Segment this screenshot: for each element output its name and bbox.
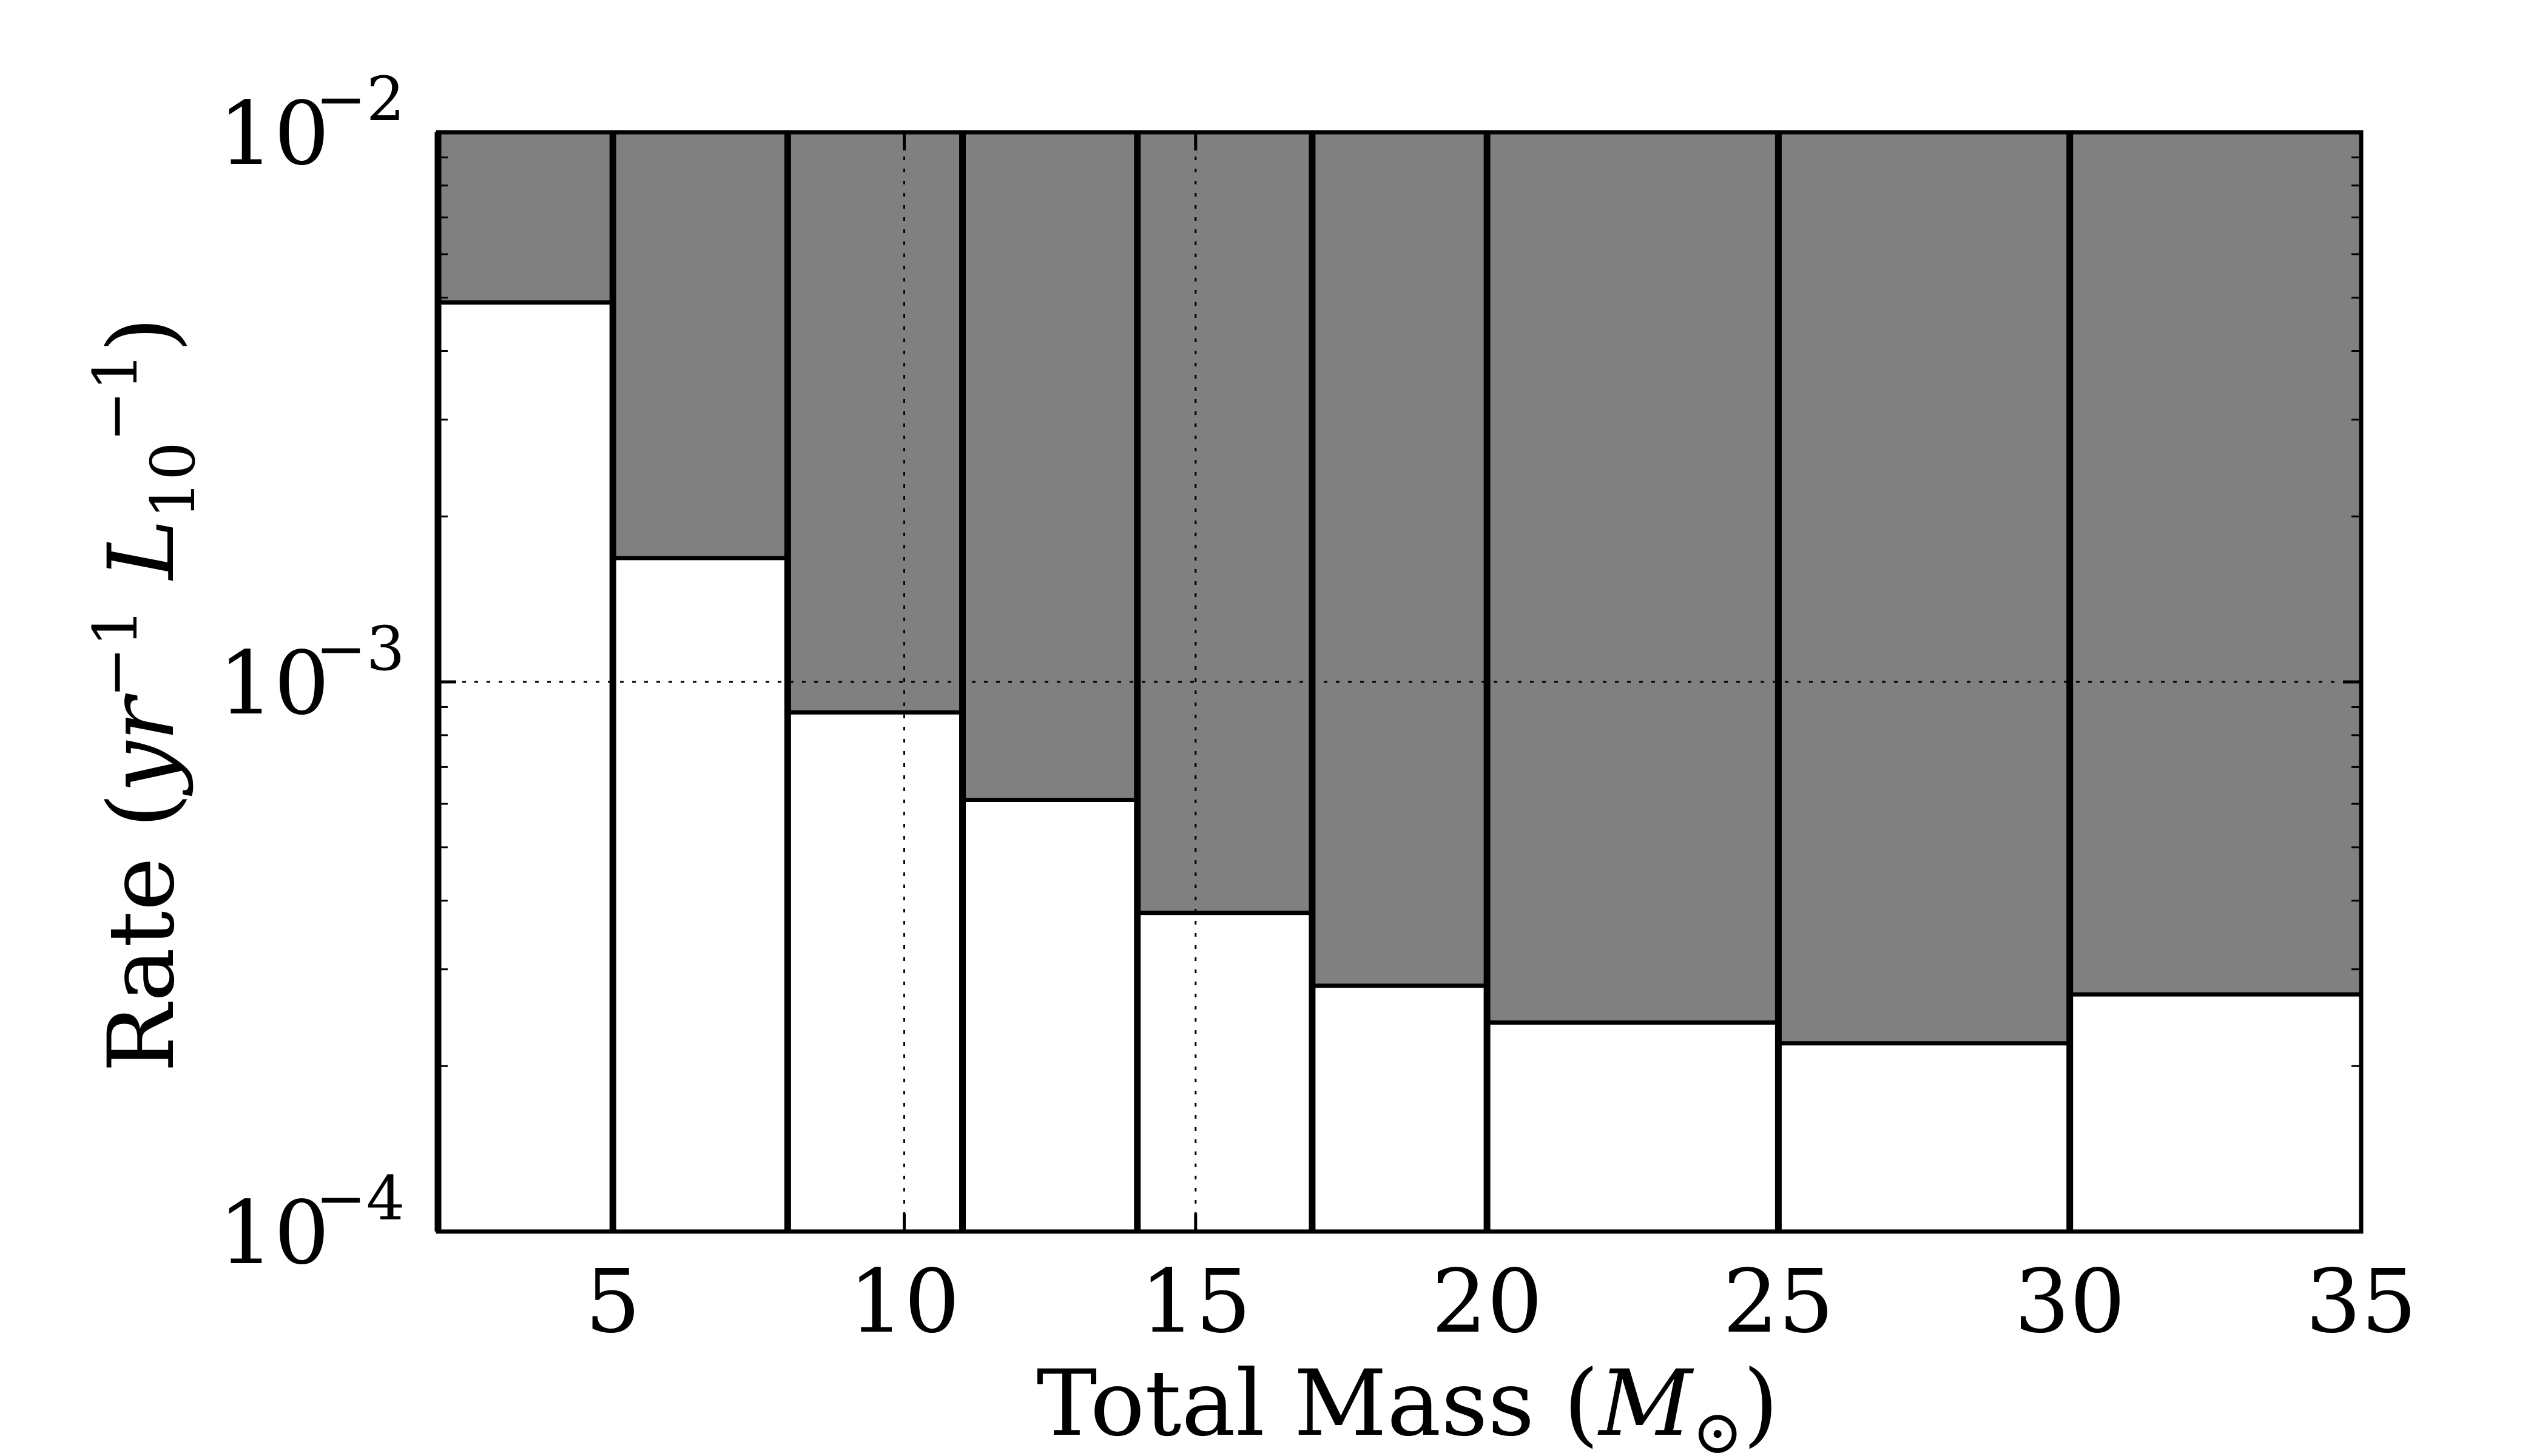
bin-excluded-region bbox=[438, 132, 613, 303]
bin-allowed-region bbox=[1487, 1022, 1779, 1232]
x-tick-label: 5 bbox=[585, 1250, 641, 1352]
bin-allowed-region bbox=[1778, 1043, 2070, 1232]
bin-allowed-region bbox=[1312, 985, 1488, 1232]
axis-ticks bbox=[438, 130, 2363, 1233]
grid-lines bbox=[438, 132, 2361, 1232]
bin-allowed-region bbox=[787, 712, 963, 1232]
x-tick-label: 10 bbox=[849, 1250, 960, 1352]
y-tick-label: 10 bbox=[218, 632, 329, 734]
x-tick-label: 20 bbox=[1431, 1250, 1542, 1352]
y-tick-exponent: −3 bbox=[315, 613, 405, 684]
bin-allowed-region bbox=[613, 558, 788, 1232]
y-tick-exponent: −2 bbox=[315, 64, 405, 135]
x-tick-label: 15 bbox=[1140, 1250, 1251, 1352]
bin-allowed-region bbox=[438, 302, 613, 1232]
y-tick-label: 10 bbox=[218, 83, 329, 184]
x-axis-title: Total Mass (M⊙) bbox=[1036, 1351, 1778, 1456]
bin-excluded-region bbox=[1487, 132, 1779, 1023]
bin-allowed-region bbox=[2069, 994, 2361, 1232]
x-tick-label: 30 bbox=[2014, 1250, 2125, 1352]
y-tick-exponent: −4 bbox=[315, 1163, 405, 1234]
plot-area bbox=[434, 132, 2361, 1232]
bin-excluded-region bbox=[962, 132, 1138, 800]
bin-excluded-region bbox=[1312, 132, 1488, 986]
bin-excluded-region bbox=[613, 132, 788, 558]
y-axis-title: Rate (yr−1 L10−1) bbox=[80, 317, 209, 1072]
bin-excluded-region bbox=[2069, 132, 2361, 995]
bin-allowed-region bbox=[1137, 912, 1312, 1232]
bin-excluded-region bbox=[1137, 132, 1312, 913]
bin-excluded-region bbox=[1778, 132, 2070, 1043]
bin-excluded-region bbox=[787, 132, 963, 713]
y-tick-label: 10 bbox=[218, 1182, 329, 1284]
x-tick-label: 35 bbox=[2305, 1250, 2416, 1352]
bin-allowed-region bbox=[962, 800, 1138, 1232]
x-tick-label: 25 bbox=[1723, 1250, 1834, 1352]
